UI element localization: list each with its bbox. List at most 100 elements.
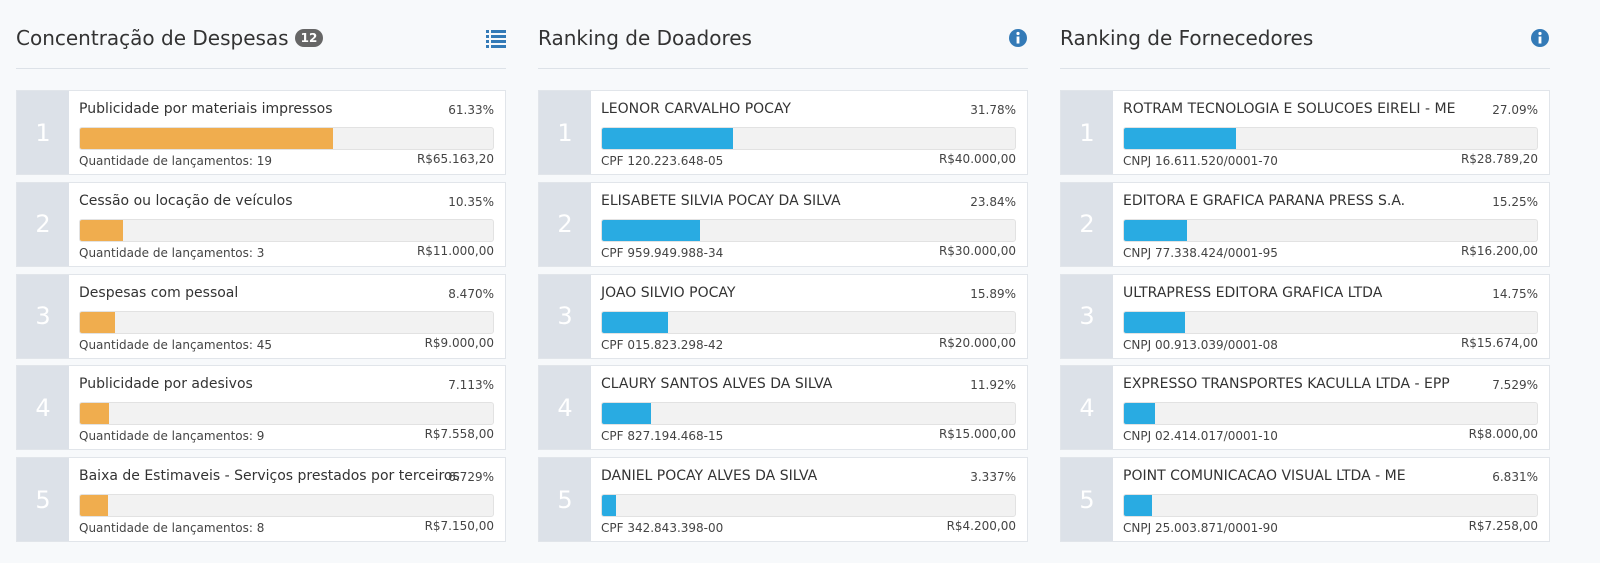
title-text: Ranking de Doadores	[538, 26, 752, 50]
progress-bar	[602, 495, 616, 517]
panel-header: Ranking de Fornecedores	[1060, 0, 1550, 69]
percent-label: 10.35%	[448, 194, 494, 209]
item-name: EDITORA E GRAFICA PARANA PRESS S.A.	[1123, 192, 1406, 209]
progress-bar	[1124, 403, 1156, 425]
item-name: EXPRESSO TRANSPORTES KACULLA LTDA - EPP	[1123, 376, 1450, 393]
progress-bar	[602, 311, 668, 333]
progress-track	[79, 310, 494, 334]
item-name: Despesas com pessoal	[79, 284, 239, 301]
rank-number: 1	[17, 91, 69, 174]
item-detail: CNPJ 77.338.424/0001-95	[1123, 245, 1278, 260]
item-detail: Quantidade de lançamentos: 8	[79, 521, 265, 536]
percent-label: 23.84%	[970, 194, 1016, 209]
panel-title: Concentração de Despesas 12	[16, 26, 324, 50]
ranking-card: 2 ELISABETE SILVIA POCAY DA SILVA 23.84% CP…	[538, 181, 1028, 267]
item-name: DANIEL POCAY ALVES DA SILVA	[601, 468, 818, 485]
panel-header: Concentração de Despesas 12	[16, 0, 506, 69]
rank-number: 4	[17, 366, 69, 450]
item-amount: R$4.200,00	[946, 519, 1016, 534]
rank-number: 5	[1061, 458, 1113, 542]
info-icon[interactable]	[1530, 28, 1550, 48]
item-name: LEONOR CARVALHO POCAY	[601, 101, 791, 117]
percent-label: 7.113%	[448, 378, 494, 393]
progress-track	[1123, 218, 1538, 242]
percent-label: 14.75%	[1492, 286, 1538, 301]
progress-track	[79, 127, 494, 150]
progress-bar	[1124, 219, 1187, 241]
count-badge: 12	[294, 29, 324, 47]
percent-label: 15.89%	[970, 286, 1016, 301]
ranking-card: 3 JOAO SILVIO POCAY 15.89% CPF 015.823.298-…	[538, 273, 1028, 359]
item-name: Cessão ou locação de veículos	[79, 192, 293, 209]
item-detail: CNPJ 00.913.039/0001-08	[1123, 337, 1278, 352]
progress-track	[601, 494, 1016, 518]
ranking-card: 2 Cessão ou locação de veículos 10.35% Quan…	[16, 181, 506, 267]
percent-label: 61.33%	[448, 103, 494, 117]
progress-track	[601, 218, 1016, 242]
list-icon[interactable]	[486, 28, 506, 48]
ranking-card: 5 Baixa de Estimaveis - Serviços prestado…	[16, 457, 506, 543]
rank-number: 2	[1061, 182, 1113, 266]
title-text: Ranking de Fornecedores	[1060, 26, 1314, 50]
progress-bar	[1124, 311, 1185, 333]
item-amount: R$11.000,00	[416, 243, 494, 258]
progress-bar	[80, 219, 123, 241]
progress-bar	[80, 311, 115, 333]
item-name: Baixa de Estimaveis - Serviços prestados…	[79, 468, 460, 485]
ranking-card: 1 Publicidade por materiais impressos 61.3…	[16, 90, 506, 175]
progress-bar	[602, 403, 652, 425]
rank-number: 2	[539, 182, 591, 266]
percent-label: 6.831%	[1492, 470, 1538, 485]
ranking-card: 2 EDITORA E GRAFICA PARANA PRESS S.A. 15.2…	[1060, 181, 1550, 267]
item-detail: CPF 342.843.398-00	[601, 521, 724, 536]
progress-track	[79, 218, 494, 242]
panel: Ranking de Fornecedores 1 ROTRAM TECNOLOGI…	[1060, 0, 1550, 543]
progress-track	[1123, 402, 1538, 426]
progress-track	[601, 402, 1016, 426]
percent-label: 15.25%	[1492, 194, 1538, 209]
ranking-card: 5 POINT COMUNICACAO VISUAL LTDA - ME 6.831…	[1060, 457, 1550, 543]
item-detail: CNPJ 02.414.017/0001-10	[1123, 429, 1278, 444]
rank-number: 2	[17, 182, 69, 266]
item-detail: CNPJ 16.611.520/0001-70	[1123, 154, 1278, 168]
item-amount: R$30.000,00	[938, 243, 1016, 258]
ranking-card: 3 ULTRAPRESS EDITORA GRAFICA LTDA 14.75% CN…	[1060, 273, 1550, 359]
progress-bar	[602, 128, 734, 149]
item-name: ULTRAPRESS EDITORA GRAFICA LTDA	[1123, 284, 1383, 301]
progress-track	[1123, 494, 1538, 518]
progress-track	[1123, 127, 1538, 150]
item-name: POINT COMUNICACAO VISUAL LTDA - ME	[1123, 468, 1406, 485]
item-name: JOAO SILVIO POCAY	[601, 284, 736, 301]
percent-label: 3.337%	[970, 470, 1016, 485]
rank-number: 1	[539, 91, 591, 174]
progress-bar	[602, 219, 701, 241]
ranking-card: 4 CLAURY SANTOS ALVES DA SILVA 11.92% CPF 8…	[538, 365, 1028, 451]
item-name: ELISABETE SILVIA POCAY DA SILVA	[601, 192, 841, 209]
panel: Ranking de Doadores 1 LEONOR CARVALHO POCA…	[538, 0, 1028, 543]
item-amount: R$15.674,00	[1460, 335, 1538, 350]
panel-header: Ranking de Doadores	[538, 0, 1028, 69]
progress-track	[601, 310, 1016, 334]
item-detail: Quantidade de lançamentos: 9	[79, 429, 265, 444]
rank-number: 3	[17, 274, 69, 358]
item-amount: R$9.000,00	[424, 335, 494, 350]
item-amount: R$65.163,20	[416, 152, 494, 166]
item-detail: Quantidade de lançamentos: 3	[79, 245, 265, 260]
percent-label: 8.470%	[448, 286, 494, 301]
item-amount: R$7.150,00	[424, 519, 494, 534]
panel: Concentração de Despesas 12 1 Publicidade p…	[16, 0, 506, 543]
rank-number: 1	[1061, 91, 1113, 174]
item-amount: R$7.558,00	[424, 427, 494, 442]
percent-label: 11.92%	[970, 378, 1016, 393]
percent-label: 31.78%	[970, 103, 1016, 117]
percent-label: 7.529%	[1492, 378, 1538, 393]
progress-bar	[80, 128, 334, 149]
item-detail: CPF 120.223.648-05	[601, 154, 724, 168]
info-icon[interactable]	[1008, 28, 1028, 48]
ranking-card: 4 EXPRESSO TRANSPORTES KACULLA LTDA - EPP…	[1060, 365, 1550, 451]
percent-label: 6.729%	[448, 470, 494, 485]
progress-track	[79, 494, 494, 518]
ranking-card: 3 Despesas com pessoal 8.470% Quantidade de…	[16, 273, 506, 359]
ranking-card: 1 LEONOR CARVALHO POCAY 31.78% CPF 120.223.…	[538, 90, 1028, 175]
